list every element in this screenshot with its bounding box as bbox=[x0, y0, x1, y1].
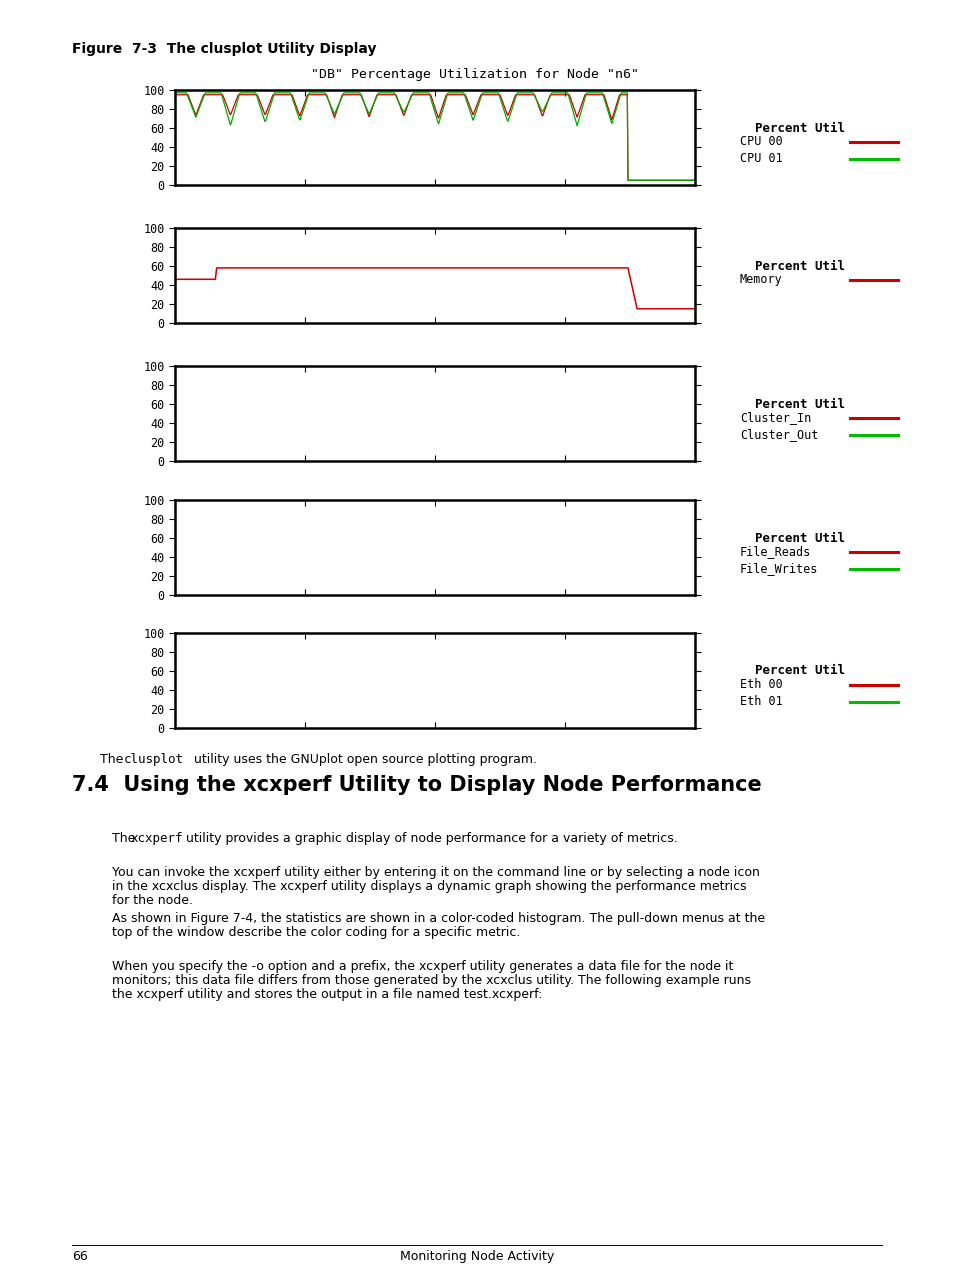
Text: Percent Util: Percent Util bbox=[754, 665, 844, 677]
Text: utility provides a graphic display of node performance for a variety of metrics.: utility provides a graphic display of no… bbox=[182, 833, 677, 845]
Text: clusplot: clusplot bbox=[124, 752, 184, 766]
Text: CPU 00: CPU 00 bbox=[740, 135, 781, 147]
Text: The: The bbox=[112, 833, 139, 845]
Text: The: The bbox=[100, 752, 128, 766]
Text: As shown in Figure 7-4, the statistics are shown in a color-coded histogram. The: As shown in Figure 7-4, the statistics a… bbox=[112, 913, 764, 925]
Text: utility uses the GNUplot open source plotting program.: utility uses the GNUplot open source plo… bbox=[190, 752, 537, 766]
Text: You can invoke the xcxperf utility either by entering it on the command line or : You can invoke the xcxperf utility eithe… bbox=[112, 866, 760, 880]
Text: the xcxperf utility and stores the output in a file named test.xcxperf:: the xcxperf utility and stores the outpu… bbox=[112, 988, 542, 1002]
Text: 66: 66 bbox=[71, 1249, 88, 1263]
Text: Cluster_In: Cluster_In bbox=[740, 411, 810, 425]
Text: Eth 01: Eth 01 bbox=[740, 695, 781, 708]
Text: File_Writes: File_Writes bbox=[740, 562, 818, 574]
Text: File_Reads: File_Reads bbox=[740, 545, 810, 558]
Text: When you specify the -o option and a prefix, the xcxperf utility generates a dat: When you specify the -o option and a pre… bbox=[112, 960, 733, 974]
Text: Percent Util: Percent Util bbox=[754, 259, 844, 272]
Text: in the xcxclus display. The xcxperf utility displays a dynamic graph showing the: in the xcxclus display. The xcxperf util… bbox=[112, 880, 746, 894]
Text: monitors; this data file differs from those generated by the xcxclus utility. Th: monitors; this data file differs from th… bbox=[112, 974, 750, 988]
Text: xcxperf: xcxperf bbox=[131, 833, 183, 845]
Text: Percent Util: Percent Util bbox=[754, 122, 844, 135]
Text: 7.4  Using the xcxperf Utility to Display Node Performance: 7.4 Using the xcxperf Utility to Display… bbox=[71, 775, 760, 794]
Text: CPU 01: CPU 01 bbox=[740, 153, 781, 165]
Text: top of the window describe the color coding for a specific metric.: top of the window describe the color cod… bbox=[112, 927, 519, 939]
Text: Cluster_Out: Cluster_Out bbox=[740, 428, 818, 441]
Text: Percent Util: Percent Util bbox=[754, 531, 844, 544]
Text: Monitoring Node Activity: Monitoring Node Activity bbox=[399, 1249, 554, 1263]
Text: Eth 00: Eth 00 bbox=[740, 677, 781, 691]
Text: Memory: Memory bbox=[740, 273, 781, 286]
Text: Percent Util: Percent Util bbox=[754, 398, 844, 411]
Text: Figure  7-3  The clusplot Utility Display: Figure 7-3 The clusplot Utility Display bbox=[71, 42, 376, 56]
Text: "DB" Percentage Utilization for Node "n6": "DB" Percentage Utilization for Node "n6… bbox=[311, 69, 639, 81]
Text: for the node.: for the node. bbox=[112, 894, 193, 907]
